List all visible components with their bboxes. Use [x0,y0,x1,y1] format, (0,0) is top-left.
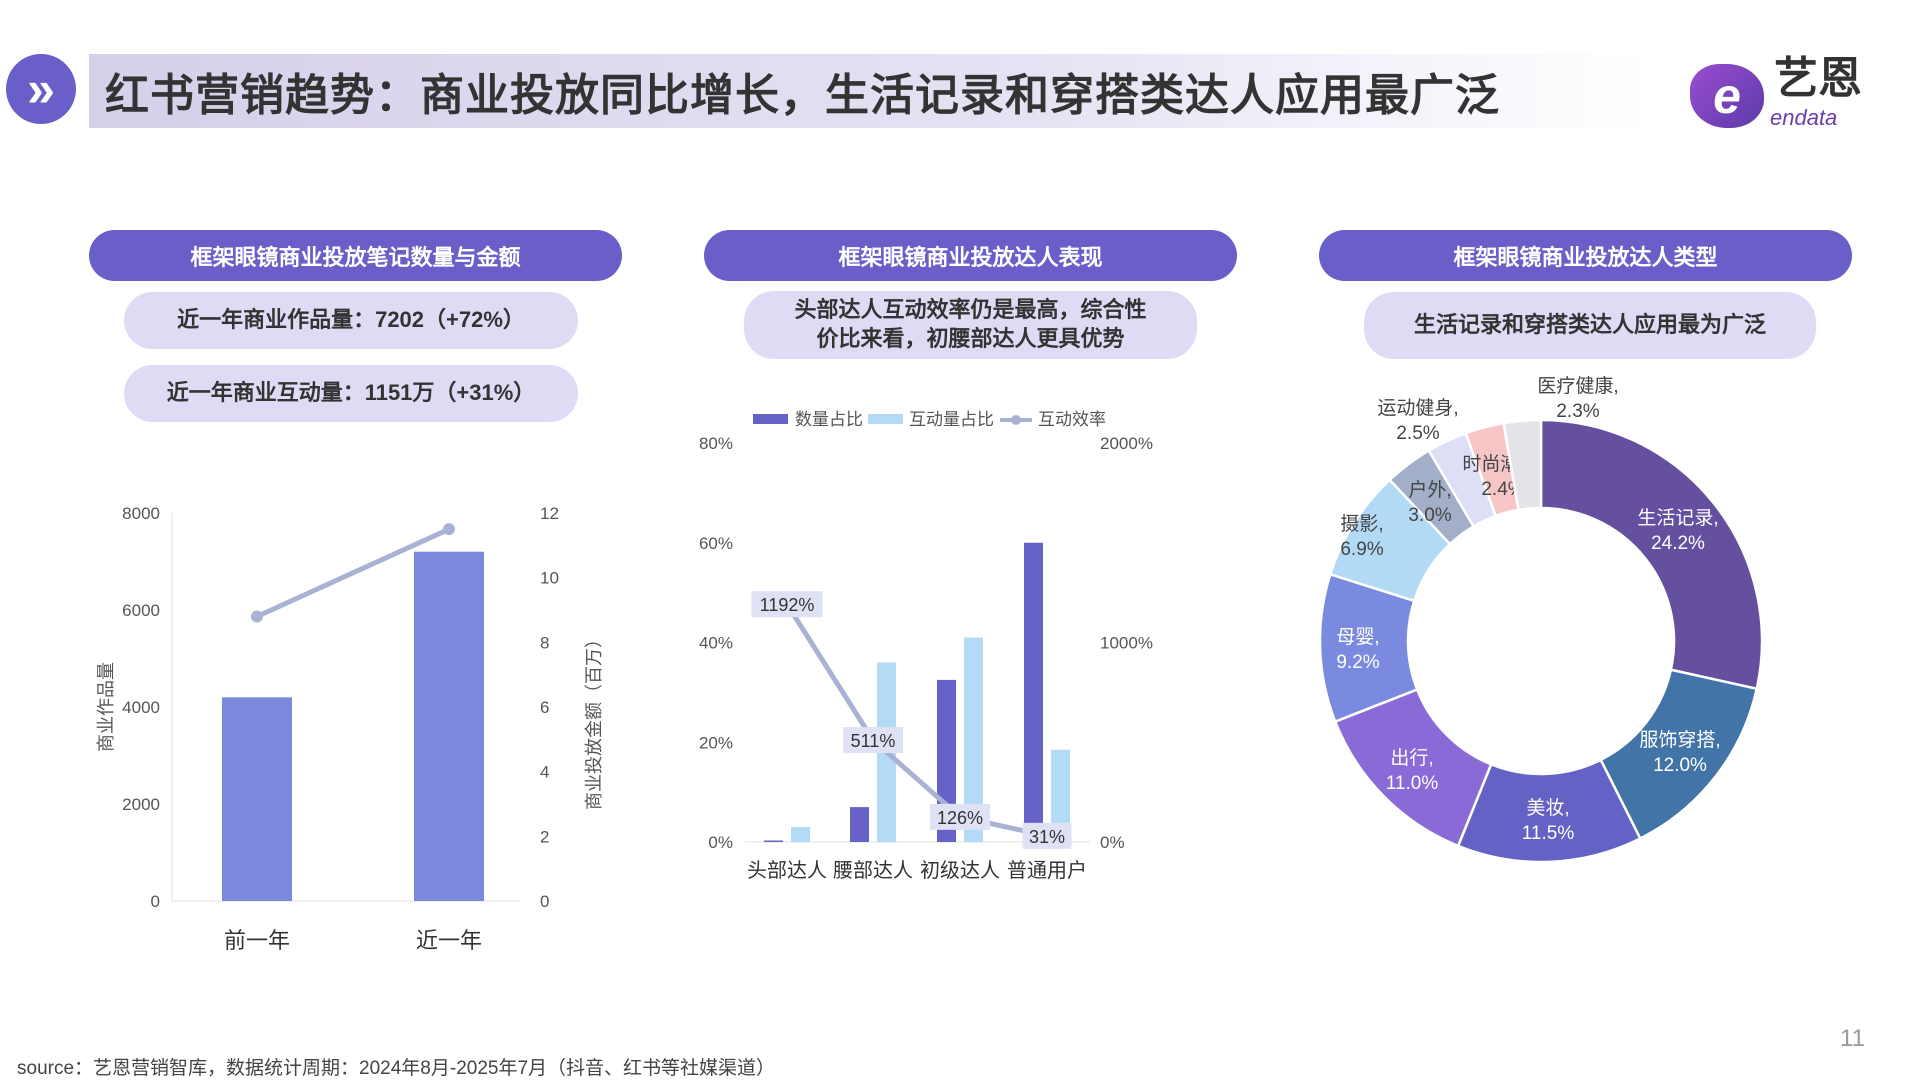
slice-label: 摄影, [1340,513,1383,535]
logo-text-cn: 艺恩 [1774,54,1862,103]
slice-value: 11.5% [1522,823,1575,844]
donut-slice [1539,418,1764,691]
y2-tick-label: 2 [540,827,549,846]
page-number: 11 [1840,1025,1865,1052]
endata-logo: e 艺恩 endata [1690,56,1890,136]
insight-pill-influencers: 头部达人互动效率仍是最高，综合性 价比来看，初腰部达人更具优势 [744,291,1197,359]
bar-count-share [1024,542,1043,842]
insight-pill-types: 生活记录和穿搭类达人应用最为广泛 [1364,292,1816,359]
y2-axis-title: 商业投放金额（百万） [584,630,604,810]
legend-label: 互动效率 [1038,410,1106,429]
line-point [443,523,455,536]
slice-label: 出行, [1390,747,1433,769]
slice-label: 运动健身, [1377,397,1458,419]
chart-influencer-types: 生活记录, 24.2% 服饰穿搭, 12.0% 美妆, 11.5% 出行, 11.0% 母婴, 9… [1318,375,1764,864]
data-label-bg [930,803,990,830]
logo-mark-icon: e [1690,64,1764,128]
y2-tick-label: 2000% [1100,434,1153,453]
double-chevron-right-icon: » [6,54,76,124]
bar-count-share [764,840,783,842]
slice-value: 2.5% [1396,423,1439,444]
y-tick-label: 8000 [122,504,160,523]
data-label-bg [751,591,823,618]
panel-3-title: 框架眼镜商业投放达人类型 [1319,230,1852,281]
bar-works [222,697,292,901]
data-label: 511% [851,731,896,751]
x-category-label: 腰部达人 [833,859,913,882]
source-note: source：艺恩营销智库，数据统计周期：2024年8月-2025年7月（抖音、… [17,1058,776,1079]
slice-label: 户外, [1408,479,1451,501]
y2-tick-label: 6 [540,698,549,717]
legend-label: 数量占比 [795,410,863,429]
legend-marker [1011,415,1021,425]
bar-engagement-share [791,827,810,842]
data-label: 126% [937,808,983,828]
bar-works [414,551,484,901]
slice-label: 美妆, [1526,797,1569,819]
x-category-label: 初级达人 [920,859,1000,882]
y-tick-label: 80% [699,434,733,453]
x-category-label: 近一年 [416,928,482,953]
y-tick-label: 4000 [122,698,160,717]
slice-value: 24.2% [1651,533,1705,554]
slice-label: 服饰穿搭, [1639,729,1720,751]
y2-tick-label: 8 [540,633,549,652]
x-category-label: 头部达人 [747,859,827,882]
slice-value: 11.0% [1386,773,1439,794]
data-label-bg [843,727,903,754]
legend-swatch-count [753,414,788,424]
y-tick-label: 20% [699,733,733,752]
slice-label: 生活记录, [1637,507,1718,529]
slice-value: 9.2% [1336,652,1379,673]
title-bar: 红书营销趋势：商业投放同比增长，生活记录和穿搭类达人应用最广泛 [89,54,1649,128]
slice-label: 母婴, [1336,626,1379,648]
line-efficiency [784,602,1048,839]
y-tick-label: 40% [699,634,733,653]
bar-engagement-share [1051,749,1070,842]
y2-tick-label: 12 [540,504,559,523]
y2-tick-label: 4 [540,763,549,782]
y2-tick-label: 0 [540,892,549,911]
stat-pill-engagement: 近一年商业互动量：1151万（+31%） [124,365,578,422]
insight-line-1: 头部达人互动效率仍是最高，综合性 [794,297,1147,323]
chart-works-amount: 0 2000 4000 6000 8000 0 2 4 6 8 10 12 商业作品量 商业投放金额（百万… [96,504,604,953]
y2-tick-label: 0% [1100,833,1125,852]
x-category-label: 前一年 [224,928,290,953]
line-amount [255,526,451,619]
slice-label: 医疗健康, [1537,375,1618,397]
y-tick-label: 6000 [122,601,160,620]
logo-text-en: endata [1770,105,1838,130]
slice-value: 2.3% [1556,401,1599,422]
data-label: 31% [1029,827,1065,847]
donut-slice [1502,418,1543,512]
stat-pill-works: 近一年商业作品量：7202（+72%） [124,292,578,349]
y-tick-label: 2000 [122,795,160,814]
y-tick-label: 0 [151,892,160,911]
data-label-bg [1022,822,1072,849]
legend-label: 互动量占比 [909,410,994,429]
panel-2-title: 框架眼镜商业投放达人表现 [704,230,1237,281]
line-point [251,610,263,623]
y2-tick-label: 10 [540,569,559,588]
y-tick-label: 0% [708,833,733,852]
y-axis-title: 商业作品量 [96,662,116,752]
y2-tick-label: 1000% [1100,634,1153,653]
bar-count-share [850,807,869,842]
chart-influencer-performance: 0% 20% 40% 60% 80% 0% 1000% 2000% 1192% 511% 126% 3… [699,410,1153,882]
slice-value: 3.0% [1408,505,1451,526]
page-title: 红书营销趋势：商业投放同比增长，生活记录和穿搭类达人应用最广泛 [105,71,1500,120]
x-category-label: 普通用户 [1007,859,1087,882]
slice-value: 6.9% [1340,539,1383,560]
panel-1-title: 框架眼镜商业投放笔记数量与金额 [89,230,622,281]
bar-engagement-share [964,637,983,842]
data-label: 1192% [760,595,815,615]
legend-swatch-engagement [868,414,903,424]
slice-value: 12.0% [1653,755,1707,776]
insight-line-2: 价比来看，初腰部达人更具优势 [816,326,1125,351]
y-tick-label: 60% [699,534,733,553]
